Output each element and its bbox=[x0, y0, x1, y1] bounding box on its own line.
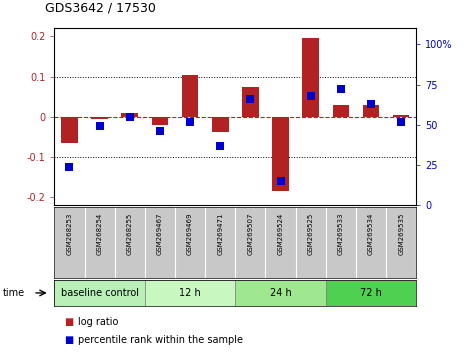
Point bbox=[186, 119, 194, 125]
Point bbox=[217, 143, 224, 149]
Text: ■: ■ bbox=[64, 335, 73, 345]
Text: 24 h: 24 h bbox=[270, 288, 291, 298]
Text: GSM269471: GSM269471 bbox=[217, 213, 223, 255]
Bar bbox=[333, 105, 349, 117]
Bar bbox=[363, 105, 379, 117]
Bar bbox=[182, 75, 198, 117]
Text: GSM269524: GSM269524 bbox=[278, 213, 283, 255]
Point bbox=[126, 114, 133, 120]
Text: GSM268255: GSM268255 bbox=[127, 213, 133, 255]
Bar bbox=[61, 117, 78, 143]
Text: time: time bbox=[2, 288, 25, 298]
Point bbox=[246, 96, 254, 102]
Bar bbox=[152, 117, 168, 125]
Bar bbox=[235, 280, 326, 306]
Text: GSM269507: GSM269507 bbox=[247, 213, 254, 255]
Text: GSM269469: GSM269469 bbox=[187, 213, 193, 255]
Point bbox=[307, 93, 315, 99]
Bar bbox=[212, 117, 228, 132]
Text: GSM269534: GSM269534 bbox=[368, 213, 374, 255]
Point bbox=[156, 129, 164, 134]
Text: GSM269525: GSM269525 bbox=[308, 213, 314, 255]
Point bbox=[367, 101, 375, 107]
Bar bbox=[393, 115, 410, 117]
Bar bbox=[122, 113, 138, 117]
Text: percentile rank within the sample: percentile rank within the sample bbox=[78, 335, 243, 345]
Point bbox=[66, 164, 73, 170]
Text: baseline control: baseline control bbox=[61, 288, 139, 298]
Point bbox=[277, 178, 284, 184]
Text: GSM269535: GSM269535 bbox=[398, 213, 404, 255]
Bar bbox=[326, 280, 416, 306]
Point bbox=[96, 124, 104, 129]
Text: 12 h: 12 h bbox=[179, 288, 201, 298]
Text: 72 h: 72 h bbox=[360, 288, 382, 298]
Text: GSM268254: GSM268254 bbox=[96, 213, 103, 255]
Text: GSM269467: GSM269467 bbox=[157, 213, 163, 255]
Text: log ratio: log ratio bbox=[78, 317, 118, 327]
Point bbox=[397, 119, 405, 125]
Text: GSM268253: GSM268253 bbox=[67, 213, 72, 255]
Bar bbox=[242, 87, 259, 117]
Bar bbox=[91, 117, 108, 119]
Point bbox=[337, 87, 345, 92]
Text: ■: ■ bbox=[64, 317, 73, 327]
Bar bbox=[272, 117, 289, 191]
Bar bbox=[54, 280, 145, 306]
Bar bbox=[145, 280, 235, 306]
Text: GSM269533: GSM269533 bbox=[338, 213, 344, 255]
Bar bbox=[302, 38, 319, 117]
Text: GDS3642 / 17530: GDS3642 / 17530 bbox=[45, 1, 156, 14]
